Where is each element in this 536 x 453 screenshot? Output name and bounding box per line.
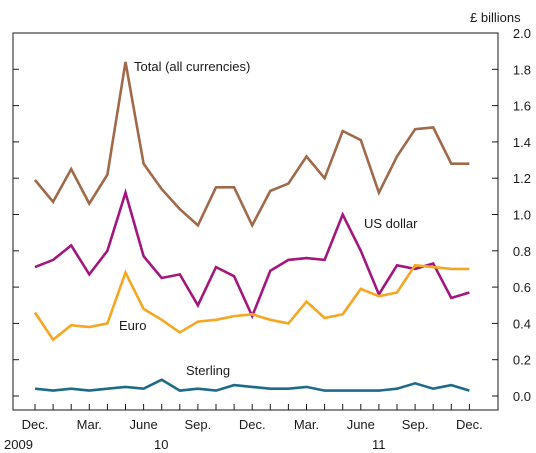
- x-tick-label: Dec.: [22, 417, 49, 432]
- x-tick-label: Mar.: [77, 417, 102, 432]
- series-label-euro: Euro: [119, 318, 146, 333]
- y-tick-label: 1.2: [513, 171, 531, 186]
- series-label-us-dollar: US dollar: [364, 216, 418, 231]
- series-line-sterling: [34, 378, 470, 392]
- unit-label: £ billions: [470, 10, 521, 25]
- x-tick-label: Dec.: [456, 417, 483, 432]
- series-line-us-dollar: [34, 188, 470, 320]
- x-tick-label: Sep.: [185, 417, 212, 432]
- x-axis-ticks: Dec. Mar. June Sep. Dec. Mar. June Sep. Dec.: [22, 404, 483, 432]
- x-tick-label: Mar.: [294, 417, 319, 432]
- y-tick-label: 1.4: [513, 135, 531, 150]
- year-label-10: 10: [154, 437, 168, 452]
- series-line-euro: [33, 263, 470, 342]
- series-label-sterling: Sterling: [186, 363, 230, 378]
- y-tick-label: 2.0: [513, 26, 531, 41]
- year-label-11: 11: [372, 437, 386, 452]
- x-tick-label: Sep.: [402, 417, 429, 432]
- y-tick-label: 0.4: [513, 316, 531, 331]
- y-tick-label: 1.6: [513, 99, 531, 114]
- y-tick-label: 0.8: [513, 244, 531, 259]
- x-tick-label: June: [129, 417, 157, 432]
- x-tick-label: June: [347, 417, 375, 432]
- series-label-total: Total (all currencies): [134, 59, 250, 74]
- year-label-2009: 2009: [4, 437, 33, 452]
- y-tick-label: 1.0: [513, 208, 531, 223]
- y-axis-ticks: 0.0 0.2 0.4 0.6 0.8 1.0 1.2 1.4 1.6 1.8 2.0: [13, 26, 531, 404]
- y-tick-label: 1.8: [513, 62, 531, 77]
- series-lines: [33, 61, 470, 392]
- series-line-total-all-currencies: [33, 61, 470, 229]
- y-tick-label: 0.2: [513, 353, 531, 368]
- y-tick-label: 0.6: [513, 280, 531, 295]
- y-tick-label: 0.0: [513, 389, 531, 404]
- x-tick-label: Dec.: [239, 417, 266, 432]
- plot-frame: [12, 32, 499, 411]
